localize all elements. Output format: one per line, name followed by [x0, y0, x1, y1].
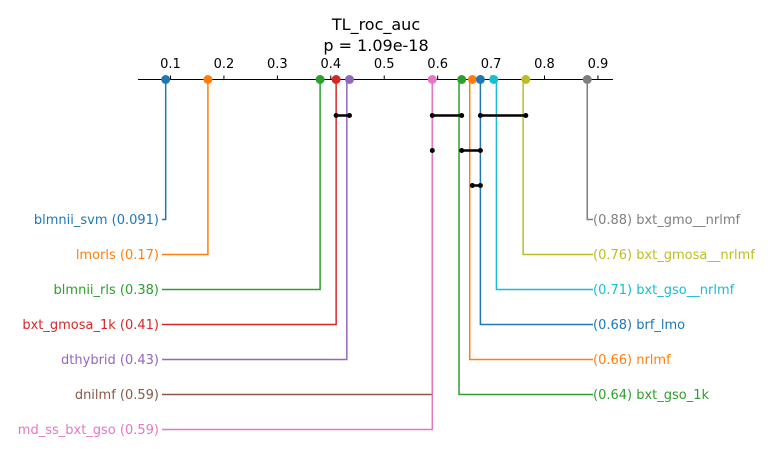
rank-dot [331, 75, 341, 84]
method-line-dthybrid [162, 79, 348, 361]
method-line-lmorls [162, 79, 209, 256]
rank-dot [315, 75, 325, 84]
clique-end-dot [469, 183, 475, 188]
rank-markers [161, 75, 592, 84]
method-label-dthybrid: dthybrid (0.43) [61, 353, 159, 368]
tick-label: 0.7 [481, 57, 502, 72]
tick-label: 0.4 [320, 57, 341, 72]
method-label-bxt_gmosa_1k: bxt_gmosa_1k (0.41) [22, 318, 159, 333]
method-label-bxt_gso_1k: (0.64) bxt_gso_1k [593, 388, 710, 403]
clique-end-dot [523, 113, 529, 118]
method-line-blmnii_svm [162, 79, 167, 221]
method-label-blmnii_svm: blmnii_svm (0.091) [34, 213, 159, 228]
rank-dot [203, 75, 213, 84]
clique-end-dot [477, 113, 483, 118]
method-label-blmnii_rls: blmnii_rls (0.38) [54, 283, 159, 298]
clique-end-dot [429, 113, 435, 118]
rank-dot [427, 75, 437, 84]
clique-end-dot [477, 183, 483, 188]
tick-label: 0.8 [534, 57, 555, 72]
tick-label: 0.9 [588, 57, 609, 72]
method-line-md_ss_bxt_gso [162, 79, 434, 431]
rank-dot [467, 75, 477, 84]
tick-label: 0.6 [427, 57, 448, 72]
method-line-bxt_gmosa_1k [162, 79, 337, 326]
method-line-nrlmf [468, 79, 593, 361]
method-label-lmorls: lmorls (0.17) [76, 248, 159, 263]
rank-dot [344, 75, 354, 84]
method-labels: blmnii_svm (0.091) lmorls (0.17) blmnii_rl… [18, 213, 755, 438]
rank-dot [161, 75, 171, 84]
chart-subtitle: p = 1.09e-18 [323, 36, 428, 55]
rank-dot [475, 75, 485, 84]
clique-end-dot [477, 148, 483, 153]
clique-end-dot [333, 113, 339, 118]
method-line-bxt_gmo__nrlmf [586, 79, 593, 221]
rank-axis: 0.1 0.2 0.3 0.4 0.5 0.6 0.7 0.8 0.9 [138, 57, 613, 80]
tick-label: 0.3 [267, 57, 288, 72]
method-label-brf_lmo: (0.68) brf_lmo [593, 318, 685, 333]
clique-bars [333, 113, 529, 188]
clique-end-dot [346, 113, 352, 118]
method-line-bxt_gso__nrlmf [495, 79, 593, 291]
method-label-bxt_gmosa__nrlmf: (0.76) bxt_gmosa__nrlmf [593, 248, 755, 263]
tick-label: 0.1 [160, 57, 181, 72]
method-label-nrlmf: (0.66) nrlmf [593, 353, 671, 368]
rank-dot [457, 75, 467, 84]
rank-dot [521, 75, 531, 84]
tick-label: 0.2 [214, 57, 235, 72]
method-label-dnilmf: dnilmf (0.59) [75, 388, 159, 403]
method-lines [162, 79, 593, 431]
method-line-blmnii_rls [162, 79, 321, 291]
clique-end-dot [459, 148, 465, 153]
rank-dot [582, 75, 592, 84]
method-line-bxt_gmosa__nrlmf [522, 79, 593, 256]
method-line-brf_lmo [479, 79, 593, 326]
method-label-bxt_gmo__nrlmf: (0.88) bxt_gmo__nrlmf [593, 213, 740, 228]
method-label-md_ss_bxt_gso: md_ss_bxt_gso (0.59) [18, 423, 159, 438]
clique-end-dot [429, 148, 435, 153]
chart-title: TL_roc_auc [331, 15, 420, 35]
method-line-bxt_gso_1k [458, 79, 593, 396]
tick-label: 0.5 [374, 57, 395, 72]
rank-dot [489, 75, 499, 84]
method-label-bxt_gso__nrlmf: (0.71) bxt_gso__nrlmf [593, 283, 735, 298]
method-line-dnilmf [162, 79, 434, 396]
clique-end-dot [459, 113, 465, 118]
